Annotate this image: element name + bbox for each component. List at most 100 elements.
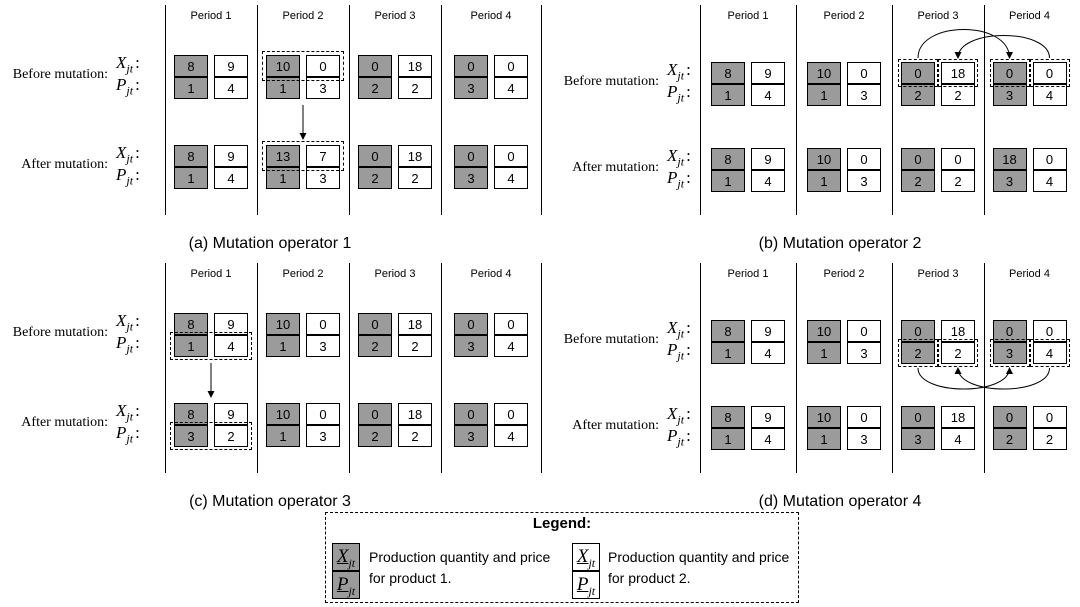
- cell-p-period2-product2: 3: [306, 425, 340, 447]
- period-label: Period 2: [823, 10, 865, 22]
- period-separator: [892, 263, 893, 473]
- x-jt-label: Xjt:: [667, 60, 691, 83]
- cell-x-period2-product1: 13: [266, 145, 300, 167]
- period-label: Period 3: [917, 268, 959, 280]
- cell-p-period4-product2: 2: [1032, 428, 1067, 450]
- period-label: Period 4: [470, 268, 512, 280]
- cell-x-period3-product2: 18: [398, 313, 432, 335]
- cell-p-period1-product2: 4: [214, 167, 248, 189]
- cell-p-period4-product1: 3: [454, 77, 488, 99]
- panel-caption: (a) Mutation operator 1: [188, 235, 352, 252]
- legend-p-product1: Pjt: [332, 571, 360, 599]
- period-separator: [541, 5, 542, 215]
- cell-p-period2-product1: 1: [807, 428, 841, 450]
- cell-p-period1-product1: 1: [174, 335, 208, 357]
- highlight-before-p-period1: [170, 332, 252, 360]
- cell-x-period3-product1: 0: [358, 55, 392, 77]
- cell-x-period1-product2: 9: [751, 320, 785, 342]
- cell-p-period2-product1: 1: [266, 77, 300, 99]
- cell-p-period3-product1: 3: [901, 428, 935, 450]
- period-separator: [165, 5, 166, 215]
- period-separator: [700, 5, 701, 215]
- cell-p-period3-product2: 2: [398, 425, 432, 447]
- period-separator: [541, 263, 542, 473]
- cell-x-period4-product2: 0: [1032, 62, 1067, 84]
- cell-p-period2-product1: 1: [266, 335, 300, 357]
- cell-p-period3-product2: 2: [941, 84, 975, 106]
- before-mutation-label: Before mutation:: [563, 332, 659, 347]
- cell-p-period3-product1: 2: [358, 77, 392, 99]
- cell-p-period3-product1: 2: [901, 342, 935, 364]
- panel-caption: (d) Mutation operator 4: [758, 493, 922, 510]
- panel-c: Period 1 Period 2 Period 3 Period 4 Before m…: [0, 258, 542, 513]
- cell-x-period1-product2: 9: [751, 148, 785, 170]
- cell-p-period1-product1: 1: [711, 428, 745, 450]
- after-mutation-label: After mutation:: [21, 157, 108, 172]
- panel-b: Period 1 Period 2 Period 3 Period 4 Before m…: [540, 0, 1080, 255]
- cell-p-period4-product1: 2: [992, 428, 1027, 450]
- highlight-before-x-cell: [989, 59, 1030, 87]
- cell-p-period2-product1: 1: [807, 84, 841, 106]
- period-label: Period 1: [190, 268, 232, 280]
- cell-p-period2-product2: 3: [306, 335, 340, 357]
- x-jt-label: Xjt:: [116, 311, 140, 334]
- x-jt-label: Xjt:: [116, 401, 140, 424]
- cell-x-period4-product1: 0: [992, 406, 1027, 428]
- cell-x-period4-product1: 18: [992, 148, 1027, 170]
- panel-caption: (c) Mutation operator 3: [189, 493, 351, 510]
- cell-p-period1-product2: 4: [751, 342, 785, 364]
- period-label: Period 4: [470, 10, 512, 22]
- cell-p-period1-product1: 1: [711, 84, 745, 106]
- cell-p-period1-product1: 1: [174, 77, 208, 99]
- cell-x-period1-product1: 8: [711, 320, 745, 342]
- cell-x-period3-product1: 0: [358, 403, 392, 425]
- panel-a: Period 1 Period 2 Period 3 Period 4 Before m…: [0, 0, 542, 255]
- annotation-layer: [917, 367, 1050, 390]
- period-label: Period 2: [282, 10, 324, 22]
- cell-x-period3-product2: 18: [398, 145, 432, 167]
- cell-p-period2-product2: 3: [847, 84, 881, 106]
- highlight-after-p-period1: [170, 422, 252, 450]
- cell-x-period4-product2: 0: [1032, 320, 1067, 342]
- highlight-after-x-period2: [262, 141, 344, 171]
- cell-x-period3-product1: 0: [901, 320, 935, 342]
- after-mutation-label: After mutation:: [572, 160, 659, 175]
- cell-x-period1-product1: 8: [174, 55, 208, 77]
- cell-x-period4-product1: 0: [454, 55, 488, 77]
- cell-x-period3-product2: 0: [941, 148, 975, 170]
- cell-x-period2-product2: 0: [306, 403, 340, 425]
- cell-p-period2-product1: 1: [807, 170, 841, 192]
- period-label: Period 3: [917, 10, 959, 22]
- cell-x-period4-product1: 0: [992, 62, 1027, 84]
- period-label: Period 2: [282, 268, 324, 280]
- cell-x-period1-product2: 9: [214, 313, 248, 335]
- period-label: Period 4: [1009, 268, 1050, 280]
- cell-x-period2-product1: 10: [266, 403, 300, 425]
- panel-caption: (b) Mutation operator 2: [758, 235, 922, 252]
- period-label: Period 1: [727, 10, 769, 22]
- p-jt-label: Pjt:: [667, 426, 691, 449]
- period-separator: [257, 5, 258, 215]
- legend-text-product2: Production quantity and price for produc…: [608, 549, 790, 586]
- cell-x-period2-product1: 10: [807, 406, 841, 428]
- period-separator: [892, 5, 893, 215]
- cell-x-period4-product2: 0: [1032, 148, 1067, 170]
- cell-x-period2-product1: 10: [807, 320, 841, 342]
- period-separator: [796, 5, 797, 215]
- cell-p-period4-product2: 4: [494, 167, 528, 189]
- annotation-layer: [299, 105, 307, 140]
- period-label: Period 3: [374, 10, 416, 22]
- cell-p-period2-product1: 1: [807, 342, 841, 364]
- cell-x-period4-product2: 0: [494, 55, 528, 77]
- period-label: Period 1: [190, 10, 232, 22]
- p-jt-label: Pjt:: [116, 423, 140, 446]
- cell-x-period4-product2: 0: [494, 145, 528, 167]
- highlight-before-x-cell: [938, 59, 978, 87]
- cell-p-period1-product1: 1: [711, 342, 745, 364]
- cell-x-period2-product1: 10: [807, 62, 841, 84]
- cell-x-period2-product2: 0: [847, 148, 881, 170]
- period-separator: [349, 5, 350, 215]
- cell-x-period3-product1: 0: [358, 313, 392, 335]
- legend: Legend: Xjt Pjt Production quantity and …: [325, 512, 799, 603]
